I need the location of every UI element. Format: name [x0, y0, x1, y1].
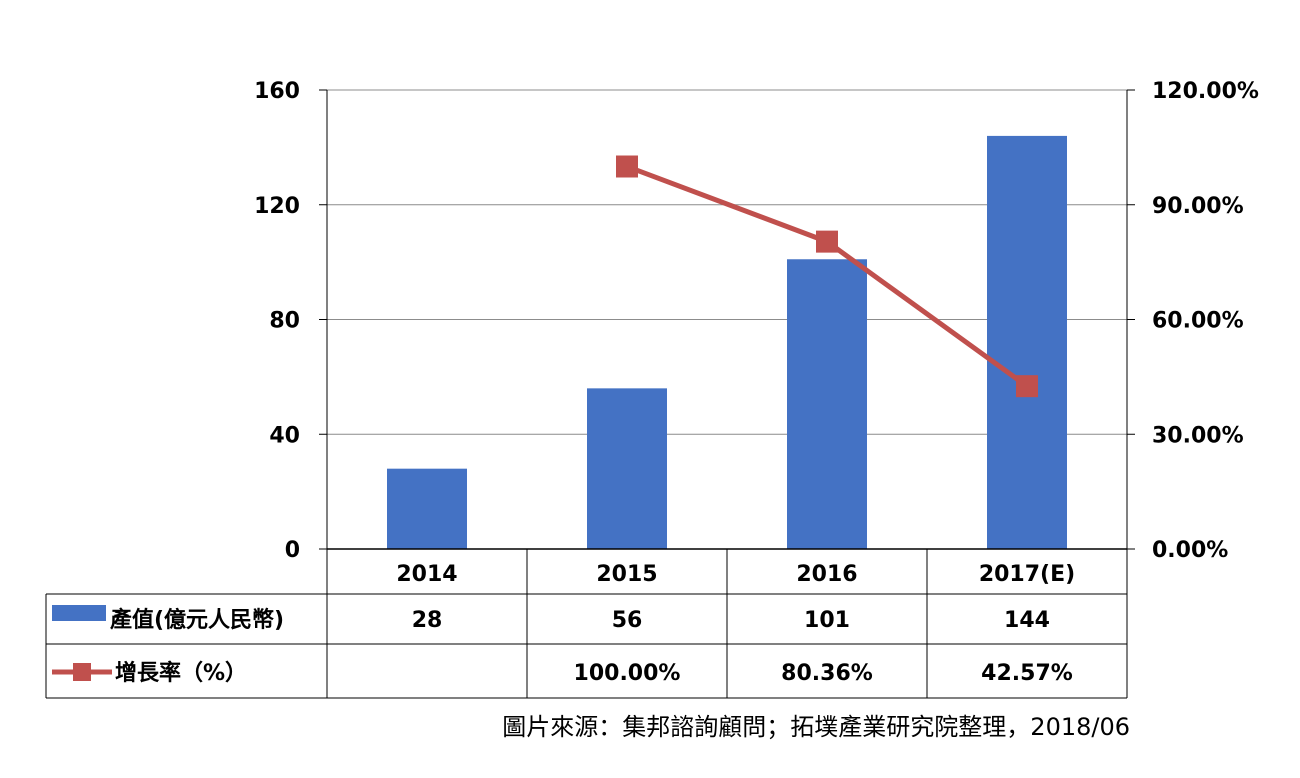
- left-tick-label: 80: [269, 309, 300, 334]
- x-category-label: 2014: [396, 562, 457, 587]
- table-value-growth: 42.57%: [981, 661, 1073, 686]
- legend-key-bar: [52, 605, 106, 621]
- left-tick-label: 160: [254, 79, 300, 104]
- right-tick-label: 30.00%: [1152, 423, 1244, 448]
- growth-line-series: [616, 155, 1038, 398]
- legend-label-growth: 增長率（%）: [115, 660, 247, 686]
- bar: [787, 259, 867, 549]
- table-value-bar: 56: [612, 608, 643, 633]
- bar: [387, 468, 467, 549]
- right-tick-label: 0.00%: [1152, 538, 1228, 563]
- growth-point: [616, 155, 638, 178]
- x-category-label: 2016: [796, 562, 857, 587]
- right-tick-label: 90.00%: [1152, 194, 1244, 219]
- legend-label-bar: 產值(億元人民幣): [110, 607, 284, 633]
- left-tick-label: 40: [269, 423, 300, 448]
- table-value-bar: 144: [1004, 608, 1050, 633]
- table-value-growth: 100.00%: [574, 661, 681, 686]
- growth-point: [1016, 375, 1038, 398]
- bar: [987, 135, 1067, 549]
- bar: [587, 388, 667, 549]
- data-table: 2014 2015 2016 2017(E) 28 56 101 144 100.00% 80.3…: [45, 549, 1128, 699]
- bar-series: [387, 135, 1067, 549]
- right-tick-label: 120.00%: [1152, 79, 1259, 104]
- table-value-bar: 101: [804, 608, 850, 633]
- x-category-label: 2017(E): [979, 562, 1075, 587]
- x-category-label: 2015: [596, 562, 657, 587]
- growth-point: [816, 230, 838, 253]
- legend-key-marker: [73, 663, 91, 681]
- left-axis-ticks: 0 40 80 120 160: [254, 79, 300, 563]
- right-tick-label: 60.00%: [1152, 309, 1244, 334]
- left-tick-label: 120: [254, 194, 300, 219]
- right-axis-ticks: 0.00% 30.00% 60.00% 90.00% 120.00%: [1152, 79, 1259, 563]
- left-tick-label: 0: [285, 538, 300, 563]
- source-note: 圖片來源：集邦諮詢顧問；拓墣產業研究院整理，2018/06: [502, 713, 1130, 741]
- table-value-bar: 28: [412, 608, 443, 633]
- table-value-growth: 80.36%: [781, 661, 873, 686]
